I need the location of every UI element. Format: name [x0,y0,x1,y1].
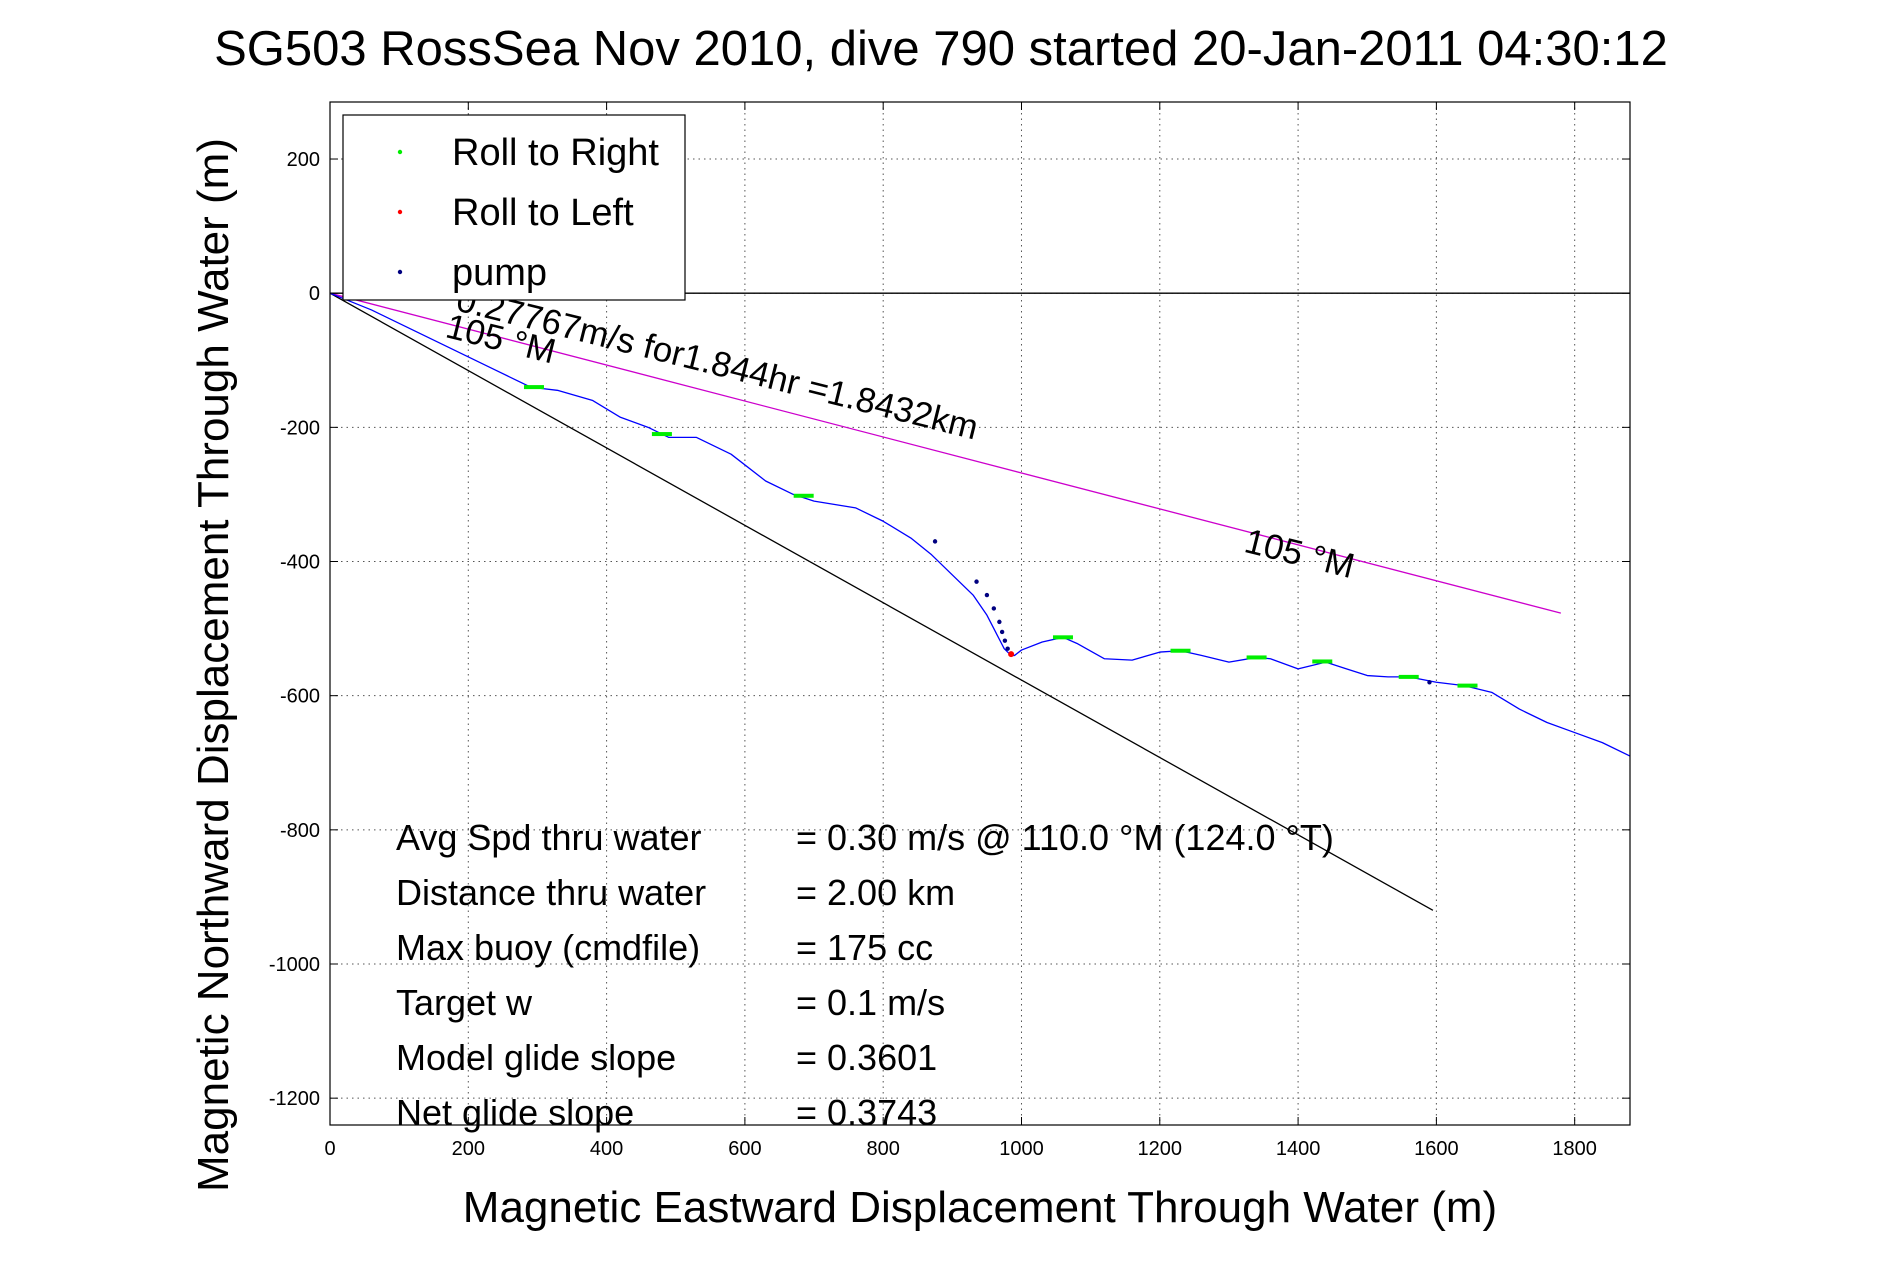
stat-label: Avg Spd thru water [396,817,702,858]
y-tick-label: -200 [280,417,320,439]
pump-point [991,606,997,611]
stat-value: = 175 cc [796,927,933,968]
legend-marker [397,209,403,215]
x-tick-label: 400 [590,1138,623,1160]
stat-value: = 0.1 m/s [796,982,945,1023]
x-tick-label: 800 [867,1138,900,1160]
y-tick-label: 0 [309,283,320,305]
x-tick-label: 1800 [1552,1138,1597,1160]
x-axis-label: Magnetic Eastward Displacement Through W… [463,1183,1497,1232]
roll-left-point [1008,651,1015,658]
chart-title: SG503 RossSea Nov 2010, dive 790 started… [214,22,1668,76]
pump-point [999,629,1005,635]
x-tick-label: 1400 [1276,1138,1321,1160]
current-line [329,292,1562,614]
legend-marker [397,149,403,155]
roll-right-point [793,493,814,498]
stat-value: = 0.3601 [796,1037,937,1078]
x-tick-label: 200 [452,1138,485,1160]
roll-right-point [1246,655,1267,660]
legend-marker [397,269,403,275]
axis-ticks: 0 200 400 600 800 1000 1200 1400 1600 18002000-20… [269,102,1630,1160]
pump-point [984,592,990,598]
stat-value: = 0.3743 [796,1092,937,1133]
pump-point [997,619,1002,625]
marker-layer [523,385,1478,688]
x-tick-label: 1600 [1414,1138,1459,1160]
legend: Roll to Right Roll to Left pump [342,114,686,301]
x-tick-label: 0 [324,1138,335,1160]
pump-point [1002,638,1008,643]
legend-label: Roll to Left [452,192,634,234]
roll-right-point [523,385,544,390]
stat-label: Distance thru water [396,872,706,913]
legend-label: Roll to Right [452,132,659,174]
y-axis-label: Magnetic Northward Displacement Through … [189,138,238,1192]
dive-stats: Avg Spd thru water = 0.30 m/s @ 110.0 °M … [396,817,1334,1133]
x-tick-label: 1000 [999,1138,1044,1160]
pump-point [1005,646,1010,651]
legend-box [342,114,686,301]
stat-value: = 0.30 m/s @ 110.0 °M (124.0 °T) [796,817,1334,858]
stat-value: = 2.00 km [796,872,955,913]
heading-line [329,292,1434,911]
roll-right-point [1398,674,1419,679]
roll-right-point [1312,659,1333,664]
stat-label: Target w [396,982,533,1023]
roll-right-point [1457,683,1478,688]
stat-label: Model glide slope [396,1037,676,1078]
plot-frame [329,101,1631,1126]
y-tick-label: -400 [280,552,320,574]
y-tick-label: -600 [280,686,320,708]
roll-right-point [1052,635,1073,640]
y-tick-label: -800 [280,820,320,842]
y-tick-label: -1000 [269,954,320,976]
roll-right-point [1170,648,1191,653]
y-tick-label: -1200 [269,1088,320,1110]
y-tick-label: 200 [287,149,320,171]
x-tick-label: 1200 [1138,1138,1183,1160]
roll-right-point [651,432,672,437]
stat-label: Net glide slope [396,1092,634,1133]
legend-label: pump [452,252,547,294]
stat-label: Max buoy (cmdfile) [396,927,700,968]
pump-point [1427,680,1432,685]
pump-point [932,539,938,544]
pump-point [974,579,979,584]
x-tick-label: 600 [728,1138,761,1160]
